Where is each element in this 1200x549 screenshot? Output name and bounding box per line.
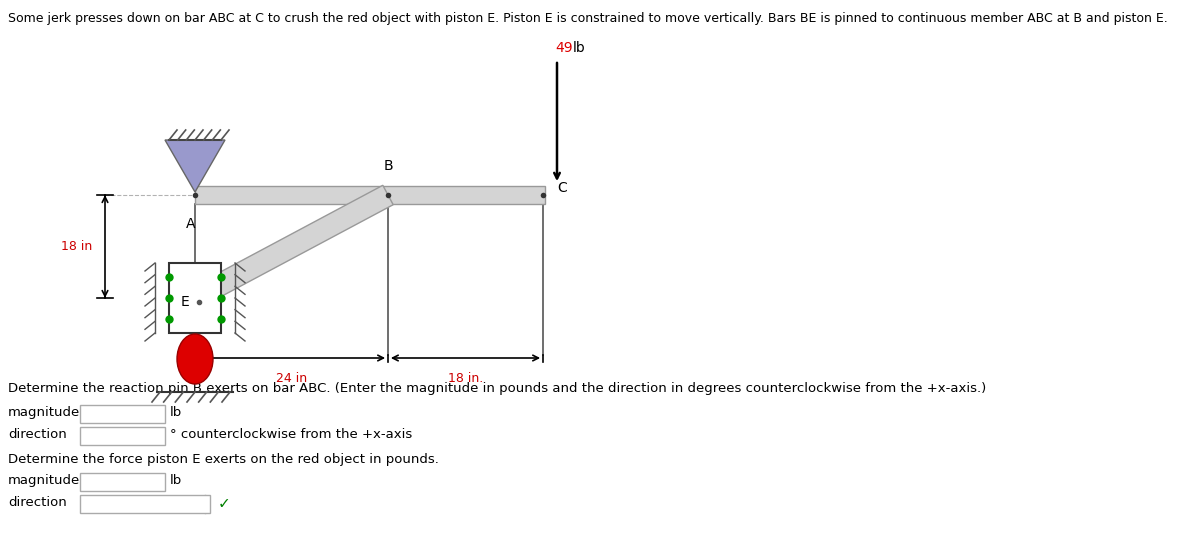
Text: Some jerk presses down on bar ABC at C to crush the red object with piston E. Pi: Some jerk presses down on bar ABC at C t…: [8, 12, 1168, 25]
Bar: [80, 405, 166, 423]
Polygon shape: [190, 186, 394, 307]
Text: ° counterclockwise from the +x-axis: ° counterclockwise from the +x-axis: [170, 428, 413, 441]
Bar: [80, 473, 166, 491]
Text: ✓: ✓: [218, 496, 230, 512]
Text: lb: lb: [170, 406, 182, 419]
Polygon shape: [166, 140, 226, 192]
Text: A: A: [186, 217, 196, 231]
Text: lb: lb: [574, 41, 586, 55]
Text: Determine the reaction pin B exerts on bar ABC. (Enter the magnitude in pounds a: Determine the reaction pin B exerts on b…: [8, 382, 986, 395]
Text: ∨: ∨: [194, 499, 203, 509]
Text: direction: direction: [8, 496, 67, 509]
Text: direction: direction: [8, 428, 67, 441]
Bar: [169, 263, 221, 333]
Text: Determine the force piston E exerts on the red object in pounds.: Determine the force piston E exerts on t…: [8, 453, 439, 466]
Text: 18 in: 18 in: [61, 240, 92, 253]
Text: lb: lb: [170, 474, 182, 487]
Text: 18 in.: 18 in.: [448, 372, 484, 385]
Bar: [194, 186, 545, 204]
Text: B: B: [383, 159, 392, 173]
Text: C: C: [557, 181, 566, 195]
Text: E: E: [181, 295, 190, 309]
Text: magnitude: magnitude: [8, 406, 80, 419]
Text: ↓: ↓: [84, 497, 95, 511]
Text: 24 in: 24 in: [276, 372, 307, 385]
Text: 49: 49: [554, 41, 572, 55]
Bar: [80, 427, 166, 445]
Bar: [80, 495, 210, 513]
Ellipse shape: [178, 334, 214, 384]
Text: magnitude: magnitude: [8, 474, 80, 487]
